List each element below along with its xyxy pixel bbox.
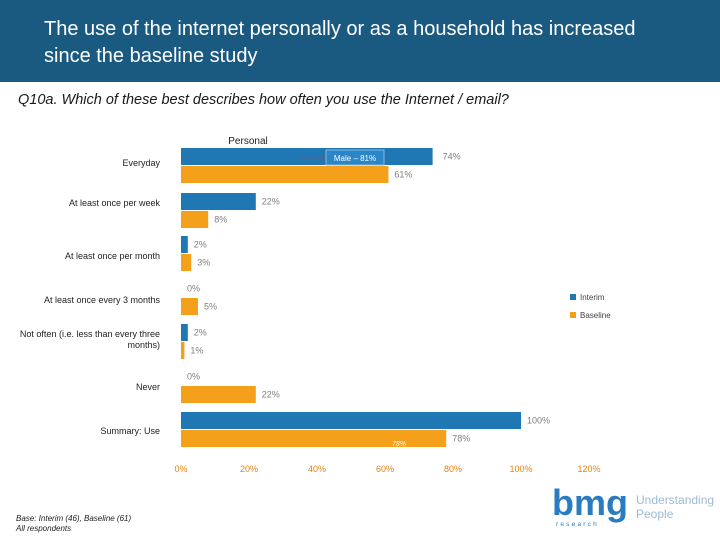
data-label-interim-0: 74% — [443, 152, 461, 162]
category-label-2: At least once per month — [65, 251, 160, 261]
x-tick-label-6: 120% — [577, 464, 600, 474]
page-title: The use of the internet personally or as… — [44, 18, 636, 67]
x-tick-label-4: 80% — [444, 464, 462, 474]
logo-wordmark: bmg — [552, 484, 628, 523]
x-tick-label-1: 20% — [240, 464, 258, 474]
bar-interim-6 — [181, 412, 521, 429]
survey-question: Q10a. Which of these best describes how … — [18, 92, 509, 108]
category-label-line: At least once every 3 months — [44, 295, 161, 305]
header-banner: The use of the internet personally or as… — [0, 0, 720, 82]
bar-baseline-1 — [181, 211, 209, 228]
category-label-line: At least once per week — [69, 198, 161, 208]
logo-subtext: research — [556, 521, 599, 528]
category-label-line: Not often (i.e. less than every three — [20, 329, 160, 339]
category-label-line: Never — [136, 382, 160, 392]
data-label-interim-1: 22% — [262, 197, 280, 207]
category-label-0: Everyday — [122, 158, 160, 168]
data-label-baseline-5: 22% — [262, 390, 280, 400]
category-label-5: Never — [136, 382, 160, 392]
bar-interim-2 — [181, 236, 188, 253]
annotation-male-box — [325, 149, 385, 166]
bar-baseline-6 — [181, 430, 447, 447]
legend-label-baseline: Baseline — [580, 311, 611, 320]
bar-baseline-2 — [181, 254, 192, 271]
data-label-baseline-3: 5% — [204, 302, 217, 312]
footnote-base: Base: Interim (46), Baseline (61) — [16, 514, 132, 523]
annotation-male-text: Male – 81% — [334, 154, 376, 163]
bar-interim-0 — [181, 148, 433, 165]
bmg-logo: bmg research Understanding People — [552, 484, 714, 528]
category-label-line: At least once per month — [65, 251, 160, 261]
category-label-1: At least once per week — [69, 198, 161, 208]
logo-tagline-2: People — [636, 507, 674, 521]
footnote-respondents: All respondents — [16, 524, 72, 533]
bar-interim-4 — [181, 324, 188, 341]
bar-chart: Personal Everyday At least once per week At… — [20, 136, 611, 474]
category-label-line: months) — [127, 340, 160, 350]
x-tick-label-2: 40% — [308, 464, 326, 474]
logo-tagline-1: Understanding — [636, 493, 714, 507]
x-tick-label-3: 60% — [376, 464, 394, 474]
bar-interim-1 — [181, 193, 256, 210]
data-label-interim-5: 0% — [187, 372, 200, 382]
data-label-baseline-2: 3% — [197, 258, 210, 268]
base-footnote: Base: Interim (46), Baseline (61) All re… — [16, 514, 131, 534]
data-label-baseline-1: 8% — [214, 215, 227, 225]
legend-swatch-baseline — [570, 312, 576, 318]
legend-label-interim: Interim — [580, 293, 605, 302]
data-label-interim-4: 2% — [194, 328, 207, 338]
bar-baseline-0 — [181, 166, 389, 183]
category-label-4: Not often (i.e. less than every three mon… — [20, 329, 160, 350]
bar-baseline-5 — [181, 386, 256, 403]
x-tick-label-5: 100% — [509, 464, 532, 474]
data-label-baseline-4: 1% — [190, 346, 203, 356]
data-label-interim-6: 100% — [527, 416, 550, 426]
legend-swatch-interim — [570, 294, 576, 300]
category-label-6: Summary: Use — [100, 426, 160, 436]
chart-title: Personal — [228, 136, 267, 147]
data-label-interim-3: 0% — [187, 284, 200, 294]
data-label-baseline-0: 61% — [394, 170, 412, 180]
data-label-interim-2: 2% — [194, 240, 207, 250]
annotation-summary-inside: 78% — [392, 441, 406, 448]
category-label-line: Everyday — [122, 158, 160, 168]
category-label-3: At least once every 3 months — [44, 295, 161, 305]
bar-baseline-3 — [181, 298, 198, 315]
bar-baseline-4 — [181, 342, 185, 359]
data-label-baseline-6: 78% — [452, 434, 470, 444]
x-tick-label-0: 0% — [174, 464, 187, 474]
category-label-line: Summary: Use — [100, 426, 160, 436]
